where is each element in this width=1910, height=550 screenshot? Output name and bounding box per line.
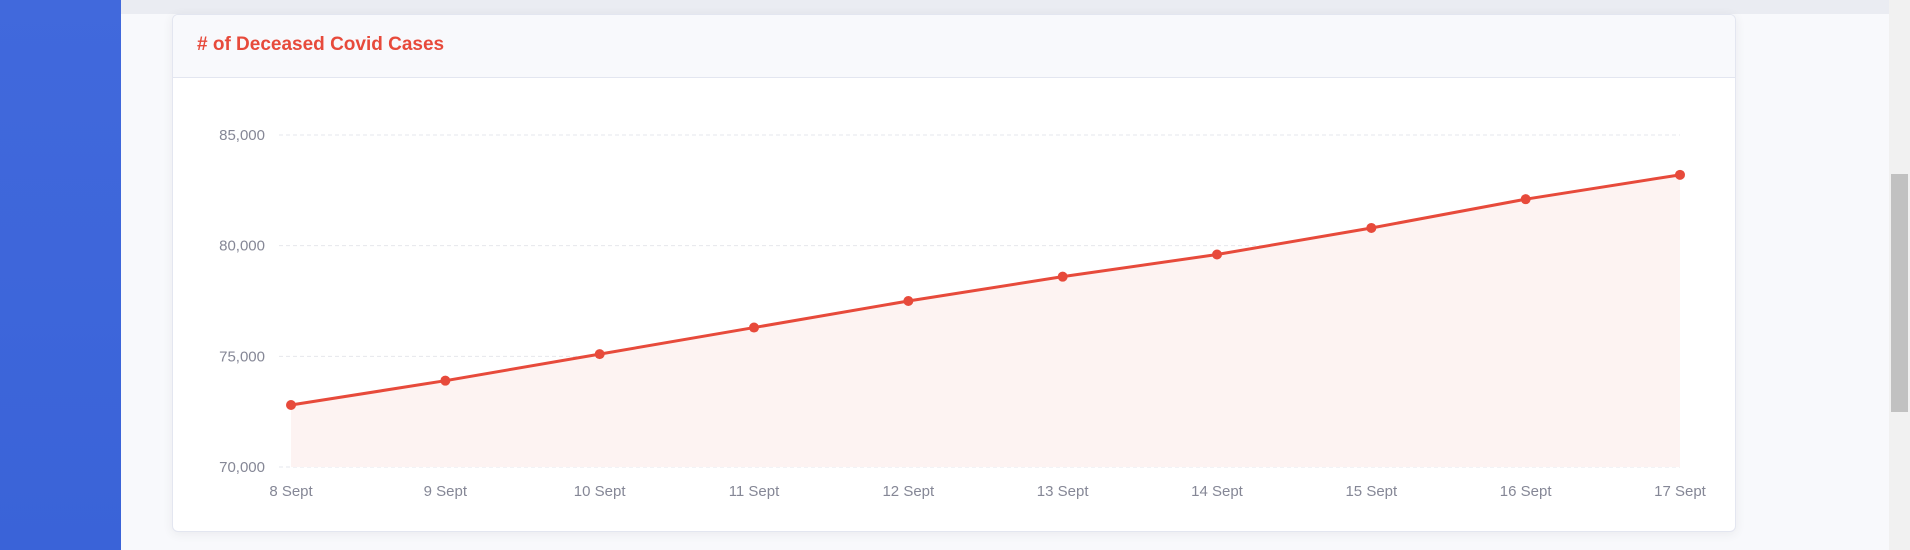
- top-strip: [121, 0, 1889, 14]
- x-tick-label: 12 Sept: [882, 483, 935, 500]
- y-tick-label: 85,000: [219, 127, 265, 144]
- scrollbar-track[interactable]: [1889, 0, 1910, 550]
- x-tick-label: 13 Sept: [1037, 483, 1090, 500]
- data-point: [1212, 249, 1222, 260]
- data-point: [594, 349, 605, 360]
- x-tick-label: 15 Sept: [1345, 483, 1398, 500]
- data-point: [749, 322, 759, 333]
- data-point: [1366, 222, 1377, 233]
- data-point: [903, 296, 914, 306]
- x-tick-label: 14 Sept: [1191, 483, 1244, 500]
- data-point: [286, 400, 296, 411]
- chart-card: # of Deceased Covid Cases 70,000 75,000 80…: [172, 14, 1736, 532]
- card-title: # of Deceased Covid Cases: [197, 34, 445, 55]
- x-tick-label: 17 Sept: [1654, 483, 1707, 500]
- data-point: [1520, 194, 1531, 205]
- y-tick-label: 80,000: [219, 238, 265, 255]
- card-header: # of Deceased Covid Cases: [173, 15, 1735, 78]
- series-area: [291, 174, 1680, 467]
- x-tick-label: 16 Sept: [1500, 483, 1553, 500]
- x-tick-label: 8 Sept: [269, 483, 313, 500]
- sidebar: [0, 0, 121, 550]
- scrollbar-thumb[interactable]: [1891, 174, 1908, 412]
- data-point: [1057, 271, 1068, 282]
- series-line: [290, 173, 1681, 407]
- y-tick-label: 75,000: [219, 348, 265, 365]
- data-point: [1675, 169, 1685, 180]
- x-tick-label: 9 Sept: [424, 483, 468, 500]
- data-point: [440, 375, 451, 386]
- y-tick-label: 70,000: [219, 459, 265, 476]
- deceased-cases-line-chart: 70,000 75,000 80,000 85,000 8 Sept 9 Sept 10 S…: [219, 127, 1707, 500]
- x-tick-label: 11 Sept: [729, 483, 780, 500]
- x-tick-label: 10 Sept: [574, 483, 627, 500]
